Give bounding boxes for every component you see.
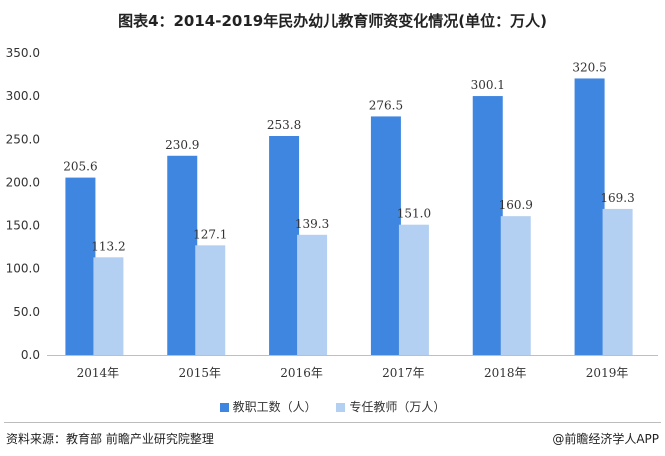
bar-series2	[297, 234, 328, 355]
x-tick-label: 2018年	[484, 366, 527, 380]
chart-title: 图表4：2014-2019年民办幼儿教育师资变化情况(单位：万人)	[118, 12, 547, 30]
legend-label-series1: 教职工数（人）	[232, 400, 317, 414]
data-label-series1: 230.9	[165, 138, 199, 152]
data-label-series2: 169.3	[600, 191, 634, 205]
legend-item-series1: 教职工数（人）	[219, 398, 317, 415]
data-label-series1: 205.6	[63, 160, 97, 174]
footer-divider	[4, 422, 661, 423]
y-tick-label: 200.0	[6, 175, 40, 189]
y-axis: 0.0 50.0 100.0 150.0 200.0 250.0 300.0 350.0	[6, 46, 40, 362]
y-tick-label: 300.0	[6, 89, 40, 103]
y-tick-label: 250.0	[6, 132, 40, 146]
y-tick-label: 150.0	[6, 219, 40, 233]
x-tick-label: 2015年	[178, 366, 221, 380]
x-axis: 2014年 2015年 2016年 2017年 2018年 2019年	[47, 355, 658, 380]
data-label-series2: 113.2	[91, 239, 125, 253]
bar-series2	[500, 216, 531, 355]
data-labels: 205.6 113.2 230.9 127.1 253.8 139.3 276.5 151.0…	[63, 60, 635, 253]
bar-series1	[370, 116, 401, 355]
legend-item-series2: 专任教师（万人）	[336, 398, 445, 415]
bar-series2	[602, 208, 633, 355]
y-tick-label: 350.0	[6, 46, 40, 60]
bars	[65, 78, 633, 355]
y-tick-label: 0.0	[21, 348, 40, 362]
source-note: 资料来源：教育部 前瞻产业研究院整理	[6, 432, 214, 446]
data-label-series1: 276.5	[369, 98, 403, 112]
data-label-series1: 320.5	[572, 60, 606, 74]
data-label-series2: 139.3	[295, 217, 329, 231]
data-label-series1: 253.8	[267, 118, 301, 132]
bar-series1	[167, 155, 198, 355]
bar-series2	[398, 224, 429, 355]
y-tick-label: 50.0	[13, 305, 40, 319]
legend-label-series2: 专任教师（万人）	[349, 400, 446, 414]
data-label-series1: 300.1	[471, 78, 505, 92]
x-tick-label: 2019年	[586, 366, 629, 380]
brand-credit: @前瞻经济学人APP	[552, 432, 659, 446]
data-label-series2: 151.0	[397, 207, 431, 221]
x-tick-label: 2017年	[382, 366, 425, 380]
data-label-series2: 127.1	[193, 227, 227, 241]
bar-series2	[195, 245, 226, 355]
x-tick-label: 2016年	[280, 366, 323, 380]
legend: 教职工数（人） 专任教师（万人）	[0, 398, 665, 415]
bar-series2	[93, 257, 124, 355]
bar-series1	[574, 78, 605, 355]
legend-swatch-series2	[336, 403, 346, 412]
bar-series1	[65, 177, 96, 355]
data-label-series2: 160.9	[499, 198, 533, 212]
y-tick-label: 100.0	[6, 262, 40, 276]
bar-series1	[269, 136, 300, 355]
bar-series1	[472, 96, 503, 355]
legend-swatch-series1	[219, 403, 229, 412]
x-tick-label: 2014年	[77, 366, 120, 380]
